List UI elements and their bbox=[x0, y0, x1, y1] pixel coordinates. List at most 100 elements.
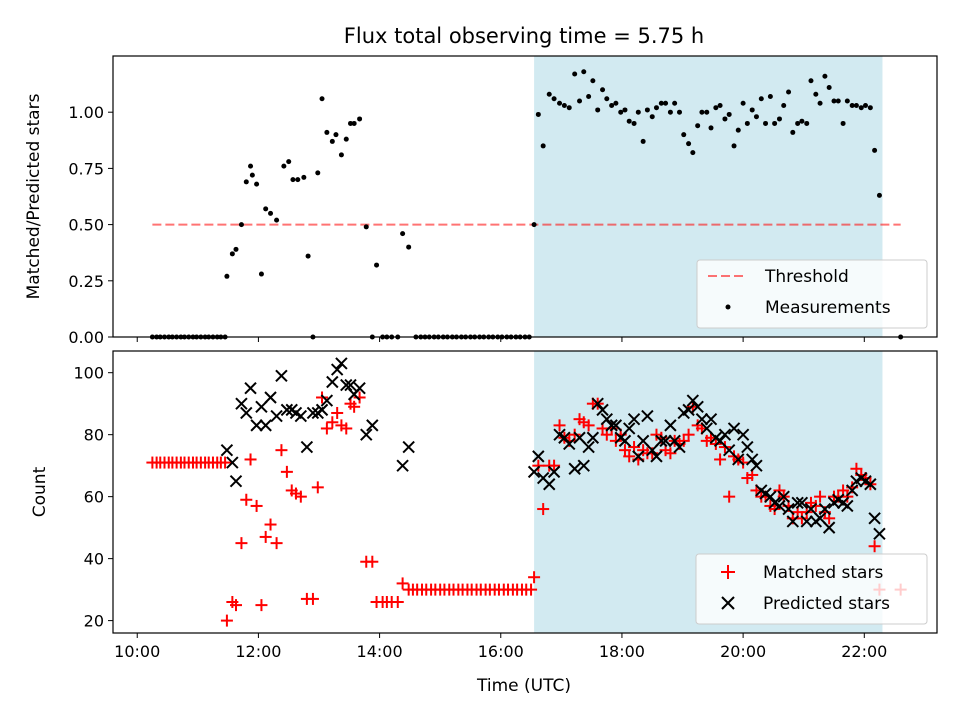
measurement-point bbox=[305, 253, 311, 259]
predicted-star-point bbox=[868, 512, 881, 525]
measurement-point bbox=[649, 114, 655, 120]
predicted-star-point bbox=[396, 459, 409, 472]
measurement-point bbox=[722, 116, 728, 122]
predicted-star-point bbox=[320, 394, 334, 407]
bottom-y-axis-label: Count bbox=[30, 466, 50, 517]
measurement-point bbox=[319, 96, 325, 102]
measurement-point bbox=[735, 127, 741, 133]
measurement-point bbox=[663, 100, 669, 106]
predicted-star-point bbox=[573, 431, 586, 444]
x-axis-label: Time (UTC) bbox=[476, 676, 571, 696]
matched-star-point bbox=[294, 490, 307, 503]
measurement-point bbox=[781, 102, 787, 108]
y-tick-label: 0.25 bbox=[68, 272, 104, 291]
measurement-point bbox=[243, 179, 249, 185]
predicted-star-point bbox=[586, 431, 600, 444]
predicted-star-point bbox=[873, 527, 886, 541]
predicted-star-point bbox=[864, 478, 877, 491]
predicted-star-point bbox=[786, 515, 800, 528]
top-legend: Threshold Measurements bbox=[696, 259, 928, 329]
matched-star-point bbox=[229, 599, 242, 612]
measurement-point bbox=[749, 107, 755, 113]
measurement-point bbox=[867, 105, 873, 111]
measurement-point bbox=[274, 217, 280, 223]
measurement-point bbox=[363, 224, 369, 230]
bottom-x-ticks: 10:00 12:00 14:00 16:00 18:00 20:00 22:00 bbox=[114, 633, 887, 661]
measurement-point bbox=[531, 222, 537, 228]
matched-star-point bbox=[244, 453, 257, 466]
measurement-point bbox=[351, 120, 357, 126]
matched-star-point bbox=[275, 444, 288, 457]
matched-star-point bbox=[250, 499, 263, 512]
predicted-star-point bbox=[280, 403, 294, 417]
matched-star-point bbox=[240, 493, 253, 506]
measurement-point bbox=[333, 132, 339, 138]
y-tick-label: 40 bbox=[84, 550, 104, 569]
matched-star-point bbox=[618, 444, 631, 457]
measurement-point bbox=[566, 105, 572, 111]
measurement-point bbox=[577, 98, 583, 104]
measurement-point bbox=[767, 93, 773, 99]
measurement-point bbox=[653, 105, 659, 111]
matched-star-point bbox=[714, 453, 727, 466]
measurement-point bbox=[248, 163, 254, 169]
matched-star-point bbox=[340, 422, 353, 435]
predicted-star-point bbox=[335, 357, 348, 370]
matched-star-point bbox=[548, 459, 561, 472]
measurement-point bbox=[635, 109, 641, 115]
measurement-point bbox=[618, 109, 624, 115]
measurement-point bbox=[695, 123, 701, 129]
measurement-point bbox=[795, 120, 801, 126]
measurement-point bbox=[790, 129, 796, 135]
measurement-point bbox=[374, 262, 380, 268]
legend-predicted-swatch bbox=[721, 596, 735, 610]
measurement-point bbox=[561, 102, 567, 108]
measurement-point bbox=[301, 174, 307, 180]
predicted-star-point bbox=[240, 406, 253, 420]
predicted-star-point bbox=[682, 403, 695, 417]
measurement-point bbox=[763, 120, 769, 126]
predicted-star-point bbox=[229, 474, 243, 488]
top-axes-frame bbox=[112, 55, 938, 338]
measurement-point bbox=[817, 100, 823, 106]
measurement-point bbox=[254, 181, 260, 187]
measurement-point bbox=[849, 102, 855, 108]
matched-star-point bbox=[537, 503, 550, 516]
y-tick-label: 60 bbox=[84, 488, 104, 507]
legend-matched-label: Matched stars bbox=[763, 563, 883, 583]
predicted-star-point bbox=[244, 381, 257, 395]
measurement-point bbox=[677, 109, 682, 115]
measurement-point bbox=[595, 107, 601, 113]
y-tick-label: 0.75 bbox=[68, 159, 104, 178]
predicted-star-point bbox=[627, 412, 641, 426]
matched-star-point bbox=[320, 422, 333, 435]
measurement-point bbox=[863, 102, 869, 108]
predicted-star-point bbox=[650, 450, 663, 463]
predicted-star-point bbox=[841, 499, 854, 513]
legend-measurements-label: Measurements bbox=[765, 298, 891, 318]
measurement-point bbox=[690, 150, 696, 156]
measurement-point bbox=[600, 87, 606, 93]
measurement-point bbox=[586, 93, 592, 99]
predicted-star-point bbox=[700, 422, 713, 435]
predicted-star-point bbox=[255, 400, 268, 413]
measurement-point bbox=[572, 71, 578, 77]
matched-star-point bbox=[270, 537, 283, 550]
measurement-point bbox=[858, 105, 864, 111]
predicted-star-point bbox=[822, 521, 836, 534]
measurement-point bbox=[658, 100, 664, 106]
measurement-point bbox=[238, 222, 244, 228]
matched-star-point bbox=[331, 406, 344, 419]
bottom-legend: Matched stars Predicted stars bbox=[695, 553, 928, 625]
predicted-star-point bbox=[813, 512, 827, 525]
matched-star-point bbox=[235, 537, 248, 550]
measurement-point bbox=[822, 73, 828, 79]
predicted-star-point bbox=[773, 499, 786, 513]
x-tick-label: 20:00 bbox=[720, 642, 766, 661]
predicted-star-point bbox=[605, 419, 618, 432]
measurement-point bbox=[831, 98, 837, 104]
matched-star-point bbox=[609, 434, 622, 447]
measurement-point bbox=[540, 143, 546, 149]
measurement-point bbox=[263, 206, 269, 212]
